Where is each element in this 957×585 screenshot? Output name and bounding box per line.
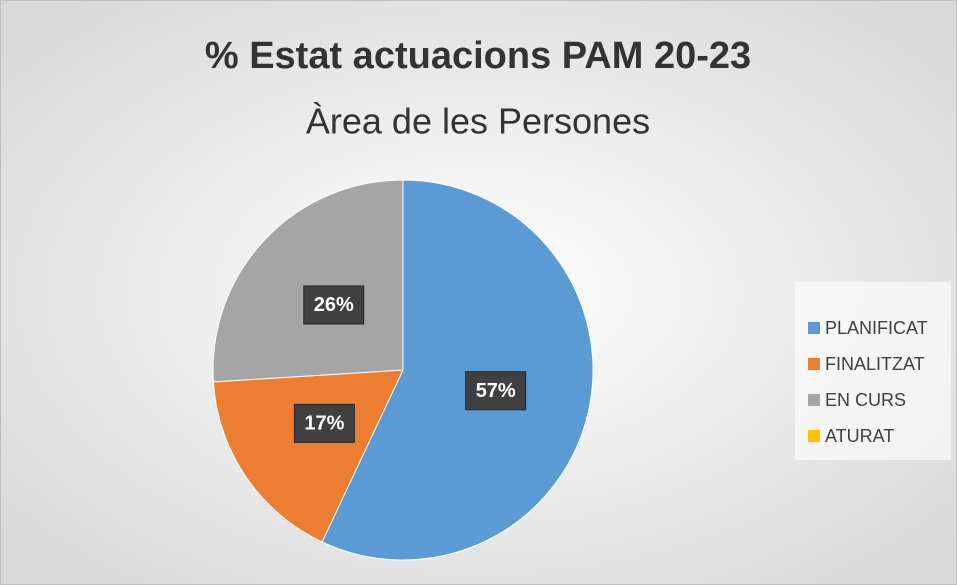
legend-label: EN CURS [825,390,906,410]
legend-box [795,282,951,460]
pie-slice [321,179,594,561]
data-label: 57% [476,380,516,402]
legend-label: PLANIFICAT [825,318,928,338]
legend-label: FINALITZAT [825,354,925,374]
pie-slice [212,179,404,383]
data-label: 17% [304,413,344,435]
chart-subtitle: Àrea de les Persones [306,101,650,142]
legend-swatch [808,358,820,370]
chart-title: % Estat actuacions PAM 20-23 [205,35,751,77]
legend-swatch [808,430,820,442]
data-label: 26% [314,294,354,316]
data-label-box [465,371,527,411]
pie-slice [212,369,404,543]
data-label-box [293,403,355,443]
legend-label: ATURAT [825,426,894,446]
legend-swatch [808,322,820,334]
data-label-box [303,285,365,325]
legend-swatch [808,394,820,406]
